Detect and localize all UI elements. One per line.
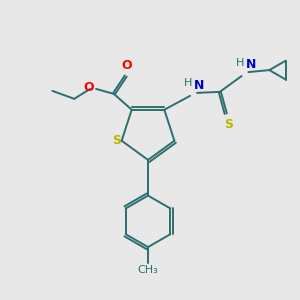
Text: O: O [83, 81, 94, 94]
Text: S: S [224, 118, 233, 130]
Text: N: N [194, 79, 204, 92]
Text: CH₃: CH₃ [138, 265, 158, 275]
Text: H: H [184, 78, 192, 88]
Text: H: H [236, 58, 244, 68]
Text: S: S [112, 134, 121, 147]
Text: N: N [246, 58, 256, 71]
Text: O: O [122, 59, 132, 72]
